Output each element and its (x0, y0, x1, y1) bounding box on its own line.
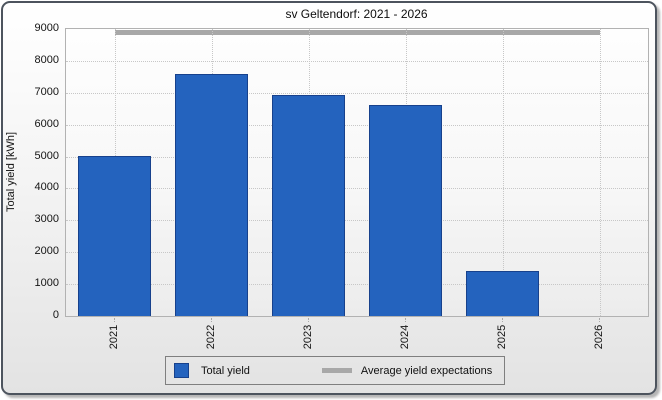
y-tick-label-9000: 9000 (34, 22, 59, 34)
y-tick-label-0: 0 (52, 309, 59, 321)
h-gridline (66, 188, 648, 190)
bar-2023[interactable] (272, 95, 345, 316)
y-tick-label-2000: 2000 (34, 245, 59, 258)
x-tick-label-2021: 2021 (107, 324, 120, 350)
x-tick-label-2025: 2025 (495, 324, 508, 350)
y-tick-label-5000: 5000 (34, 149, 59, 162)
legend-swatch-total-yield (174, 363, 189, 378)
legend-label-total-yield: Total yield (201, 364, 250, 377)
x-tick-mark (210, 318, 212, 322)
x-tick-mark (404, 318, 406, 322)
plot-area (65, 28, 649, 317)
bar-2024[interactable] (369, 105, 442, 316)
h-gridline (66, 284, 648, 286)
average-yield-line (114, 29, 600, 35)
x-tick-label-2022: 2022 (204, 324, 217, 350)
y-tick-label-4000: 4000 (34, 181, 59, 194)
x-tick-mark (598, 318, 600, 322)
h-gridline (66, 92, 648, 94)
x-tick-label-2026: 2026 (592, 324, 605, 350)
h-gridline (66, 124, 648, 126)
y-tick-label-1000: 1000 (34, 277, 59, 290)
bar-2025[interactable] (466, 271, 539, 316)
v-gridline (599, 29, 601, 316)
bar-2022[interactable] (175, 74, 248, 316)
x-tick-mark (501, 318, 503, 322)
legend: Total yield Average yield expectations (165, 356, 505, 385)
legend-swatch-average-line (321, 368, 352, 373)
x-tick-mark (307, 318, 309, 322)
h-gridline (66, 60, 648, 62)
v-gridline (502, 29, 504, 316)
chart-title: sv Geltendorf: 2021 - 2026 (285, 7, 428, 21)
x-tick-label-2024: 2024 (398, 324, 411, 350)
x-tick-mark (113, 318, 115, 322)
h-gridline (66, 252, 648, 254)
bar-2021[interactable] (78, 155, 151, 316)
h-gridline (66, 156, 648, 158)
y-tick-label-6000: 6000 (34, 117, 59, 130)
y-tick-label-7000: 7000 (34, 85, 59, 98)
chart-panel: sv Geltendorf: 2021 - 2026 Total yield [… (1, 1, 657, 395)
y-tick-label-3000: 3000 (34, 213, 59, 226)
y-tick-label-8000: 8000 (34, 53, 59, 66)
h-gridline (66, 220, 648, 222)
legend-label-average-yield: Average yield expectations (360, 364, 493, 377)
x-tick-label-2023: 2023 (301, 324, 314, 350)
